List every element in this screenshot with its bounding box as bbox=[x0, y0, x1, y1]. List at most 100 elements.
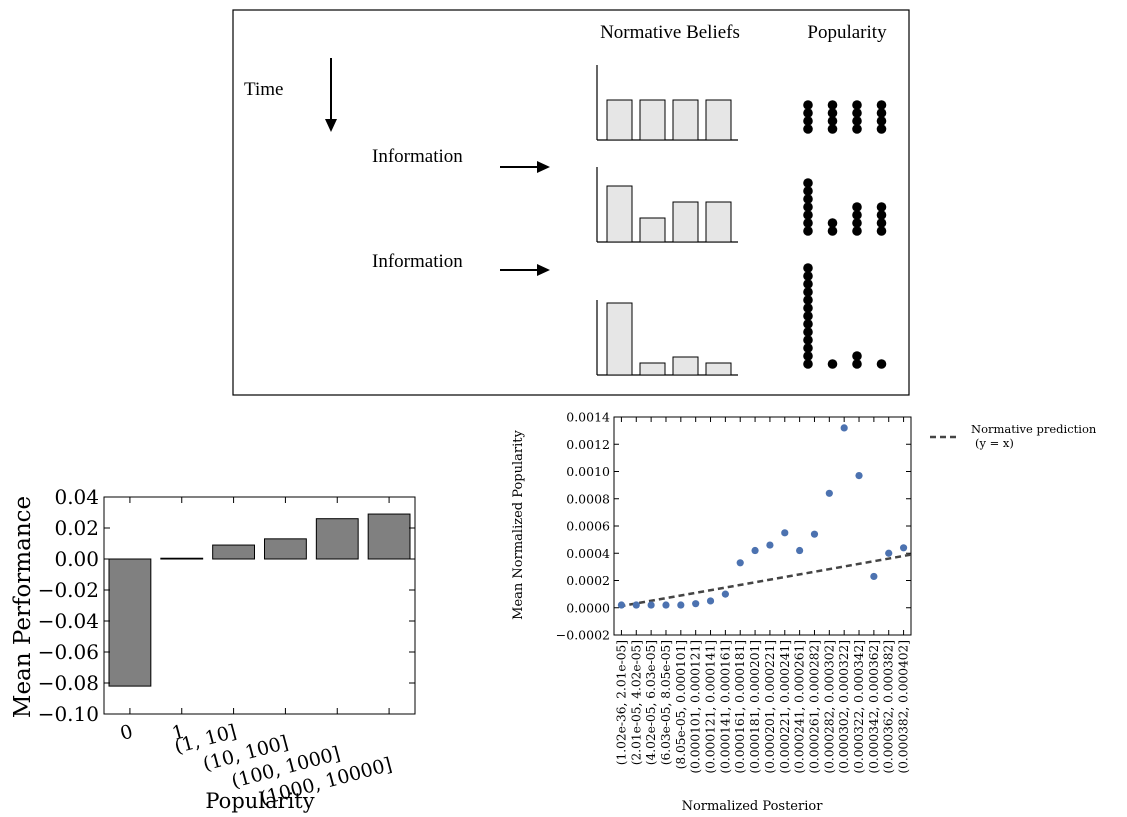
popularity-dot bbox=[876, 218, 887, 228]
information-label-2: Information bbox=[372, 251, 463, 272]
bar bbox=[264, 538, 307, 560]
popularity-dot bbox=[803, 218, 813, 228]
popularity-dot bbox=[803, 100, 813, 110]
popularity-dot bbox=[803, 194, 813, 204]
x-tick-label: (0.000302, 0.000322] bbox=[837, 640, 851, 774]
y-tick-label: 0.02 bbox=[54, 516, 99, 540]
popularity-dot bbox=[827, 108, 838, 118]
scatter-y-ticks: 0.0014 0.0012 0.0010 0.0008 0.0006 0.0004 0.00… bbox=[556, 410, 911, 643]
popularity-dot bbox=[827, 218, 838, 228]
legend-label: Normative prediction bbox=[971, 422, 1097, 436]
information-arrow-2 bbox=[500, 264, 550, 276]
y-tick-label: −0.0002 bbox=[556, 628, 610, 643]
popularity-dot bbox=[803, 311, 813, 321]
scatter-ylabel: Mean Normalized Popularity bbox=[511, 430, 526, 620]
x-tick-label: (0.000261, 0.000282] bbox=[807, 640, 821, 774]
x-tick-label: 1 bbox=[170, 721, 187, 745]
scatter-point bbox=[751, 546, 759, 555]
x-tick-label: (8.05e-05, 0.000101] bbox=[674, 640, 688, 769]
scatter-legend: Normative prediction (y = x) bbox=[930, 422, 1097, 450]
diagram-row bbox=[596, 65, 887, 141]
y-tick-label: 0.0010 bbox=[566, 464, 610, 479]
x-tick-label: (0.000201, 0.000221] bbox=[763, 640, 777, 774]
popularity-dot bbox=[876, 100, 887, 110]
scatter-point bbox=[706, 597, 715, 605]
belief-bar bbox=[672, 356, 699, 376]
belief-bar bbox=[639, 99, 666, 141]
normative-prediction-line bbox=[619, 553, 912, 608]
y-tick-label: 0.0006 bbox=[566, 519, 610, 534]
popularity-dot bbox=[852, 351, 862, 361]
scatter-point bbox=[885, 549, 893, 557]
popularity-dot bbox=[803, 303, 813, 313]
popularity-dot bbox=[827, 124, 838, 134]
y-tick-label: −0.04 bbox=[38, 609, 99, 633]
belief-bar bbox=[639, 362, 666, 376]
information-arrow-1 bbox=[500, 161, 550, 173]
popularity-dot bbox=[827, 359, 838, 369]
scatter-point bbox=[677, 601, 685, 609]
x-tick-label: (0.000362, 0.000382] bbox=[882, 640, 896, 774]
x-tick-label: (0.000322, 0.000342] bbox=[852, 640, 866, 774]
popularity-dot bbox=[803, 108, 813, 118]
bar-chart-marks bbox=[108, 513, 411, 687]
popularity-dot bbox=[803, 279, 813, 289]
scatter-point bbox=[840, 424, 848, 432]
x-tick-label: (0.000282, 0.000302] bbox=[822, 640, 836, 774]
popularity-dot bbox=[803, 263, 813, 273]
popularity-dot bbox=[852, 124, 862, 134]
popularity-dot bbox=[876, 108, 887, 118]
header-popularity: Popularity bbox=[807, 22, 887, 43]
scatter-point bbox=[855, 471, 863, 480]
popularity-dot bbox=[852, 210, 862, 220]
y-tick-label: −0.06 bbox=[38, 640, 99, 664]
bar bbox=[212, 544, 256, 560]
popularity-dot bbox=[876, 124, 887, 134]
popularity-dot bbox=[803, 116, 813, 126]
y-tick-label: 0.0002 bbox=[566, 573, 610, 588]
bar-chart: 0.04 0.02 0.00 −0.02 −0.04 −0.06 −0.08 −0.10 0 1… bbox=[10, 485, 416, 813]
y-tick-label: 0.04 bbox=[54, 485, 99, 509]
belief-bar bbox=[672, 201, 699, 243]
popularity-dot bbox=[876, 210, 887, 220]
x-tick-label: (0.000221, 0.000241] bbox=[778, 640, 792, 774]
y-tick-label: 0.0000 bbox=[566, 600, 610, 615]
scatter-point bbox=[617, 601, 626, 609]
popularity-dot bbox=[803, 287, 813, 297]
popularity-dot bbox=[803, 124, 813, 134]
x-tick-label: (1.02e-36, 2.01e-05] bbox=[614, 640, 628, 765]
scatter-point bbox=[721, 590, 729, 598]
scatter-point bbox=[766, 541, 774, 549]
popularity-dot bbox=[803, 295, 813, 305]
x-tick-label: (0.000161, 0.000181] bbox=[733, 640, 747, 774]
bar bbox=[160, 557, 204, 560]
scatter-point bbox=[899, 544, 908, 552]
popularity-dot bbox=[852, 359, 862, 369]
bar-chart-ylabel: Mean Performance bbox=[10, 496, 36, 718]
x-tick-label: (2.01e-05, 4.02e-05] bbox=[629, 640, 643, 765]
legend-sublabel: (y = x) bbox=[975, 436, 1014, 450]
popularity-dot bbox=[803, 226, 813, 236]
scatter-point bbox=[632, 601, 640, 609]
x-tick-label: (0.000241, 0.000261] bbox=[793, 640, 807, 774]
y-tick-label: 0.00 bbox=[54, 547, 99, 571]
belief-bar bbox=[705, 362, 732, 376]
belief-bar bbox=[672, 99, 699, 141]
y-tick-label: 0.0012 bbox=[566, 437, 610, 452]
belief-bar bbox=[705, 201, 732, 243]
x-tick-label: (0.000121, 0.000141] bbox=[704, 640, 718, 774]
popularity-dot bbox=[876, 226, 887, 236]
belief-bar bbox=[606, 99, 633, 141]
popularity-dot bbox=[852, 202, 862, 212]
popularity-dot bbox=[852, 100, 862, 110]
y-tick-label: 0.0014 bbox=[566, 410, 610, 425]
popularity-dot bbox=[876, 116, 887, 126]
diagram-rows bbox=[596, 65, 887, 376]
x-tick-label: (0.000342, 0.000362] bbox=[867, 640, 881, 774]
bar-chart-frame bbox=[103, 496, 416, 715]
time-label: Time bbox=[244, 79, 283, 100]
diagram-row bbox=[596, 263, 887, 376]
scatter-xlabel: Normalized Posterior bbox=[682, 799, 824, 813]
popularity-dot bbox=[852, 226, 862, 236]
scatter-point bbox=[781, 529, 789, 537]
